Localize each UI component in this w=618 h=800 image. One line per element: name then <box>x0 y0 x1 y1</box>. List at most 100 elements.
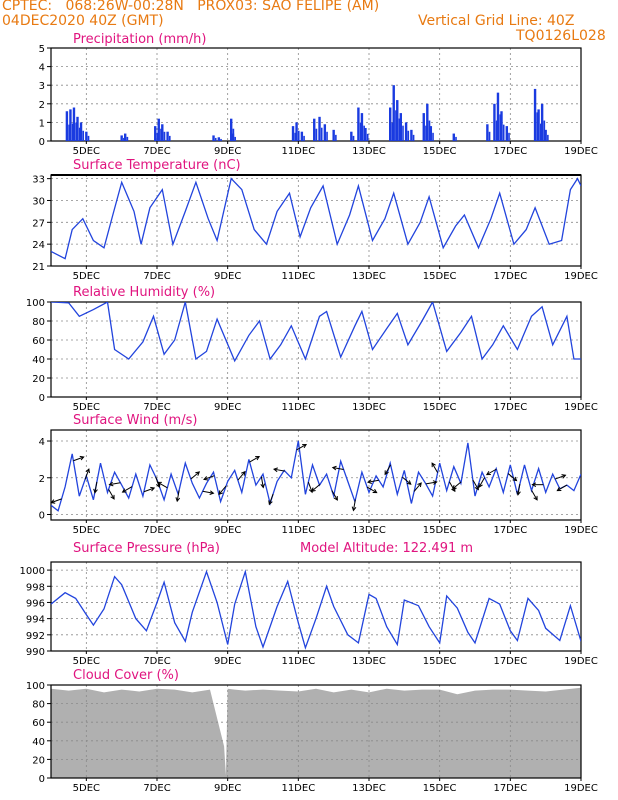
x-tick-label: 7DEC <box>143 146 170 157</box>
panel-title: Surface Wind (m/s) <box>73 413 197 428</box>
x-tick-label: 17DEC <box>493 783 527 794</box>
wind-arrow <box>73 456 84 462</box>
panel-frame <box>50 301 582 398</box>
precip-bar <box>499 114 501 141</box>
header-date: 04DEC2020 40Z (GMT) <box>2 13 164 29</box>
precip-bar <box>455 136 457 141</box>
y-tick-label: 21 <box>32 262 45 273</box>
precip-bar <box>391 122 394 141</box>
wind-arrow <box>448 481 456 492</box>
wind-arrow-head <box>331 465 337 471</box>
precip-bar <box>402 125 404 141</box>
y-tick-label: 2 <box>39 100 45 111</box>
precip-bar <box>123 137 125 141</box>
y-tick-label: 20 <box>32 755 45 766</box>
y-tick-label: 0 <box>39 774 45 785</box>
wind-arrow <box>452 481 462 490</box>
y-tick-label: 27 <box>32 218 45 229</box>
x-tick-label: 17DEC <box>493 271 527 282</box>
x-tick-label: 11DEC <box>281 271 315 282</box>
wind-arrow <box>507 473 517 482</box>
wind-arrow <box>517 483 521 495</box>
header-grid-line: Vertical Grid Line: 40Z <box>418 13 575 29</box>
wind-arrow-head <box>451 485 457 490</box>
precip-bar <box>156 132 159 141</box>
precip-bar <box>495 120 498 141</box>
wind-arrow <box>332 467 344 470</box>
wind-arrow-head <box>485 470 491 476</box>
y-tick-label: 996 <box>26 598 45 609</box>
y-tick-label: 60 <box>32 336 45 347</box>
x-tick-label: 9DEC <box>214 402 241 413</box>
precip-bar <box>297 130 300 141</box>
precip-bar <box>217 137 221 141</box>
wind-arrow-head <box>516 490 521 496</box>
x-tick-label: 17DEC <box>493 402 527 413</box>
precip-bar <box>350 131 353 141</box>
wind-arrow <box>51 498 62 504</box>
precip-bar <box>231 133 235 141</box>
x-tick-label: 11DEC <box>281 525 315 536</box>
x-tick-label: 7DEC <box>143 271 170 282</box>
wind-arrow <box>402 476 412 485</box>
x-tick-label: 11DEC <box>281 146 315 157</box>
wind-arrow <box>190 471 200 480</box>
wind-arrow-head <box>241 470 246 476</box>
x-tick-label: 13DEC <box>352 402 386 413</box>
wind-arrow <box>202 490 214 494</box>
x-tick-label: 17DEC <box>493 146 527 157</box>
wind-arrow <box>273 468 285 472</box>
wind-arrow-head <box>372 488 378 494</box>
wind-arrow-head <box>302 443 308 449</box>
y-tick-label: 4 <box>39 63 45 74</box>
precip-bar <box>65 111 69 141</box>
x-tick-label: 5DEC <box>73 783 100 794</box>
x-tick-label: 9DEC <box>214 146 241 157</box>
wind-arrow <box>157 481 168 489</box>
wind-arrow-head <box>351 506 357 512</box>
wind-arrow <box>108 489 115 500</box>
precip-bar <box>398 118 401 141</box>
precip-bar <box>318 116 321 141</box>
x-tick-label: 15DEC <box>423 402 457 413</box>
precip-bar <box>295 122 298 141</box>
precip-bar <box>335 134 337 141</box>
precip-bar <box>404 122 408 141</box>
wind-arrow <box>237 471 246 481</box>
x-tick-label: 5DEC <box>73 402 100 413</box>
precip-bar <box>366 133 369 141</box>
wind-arrow-head <box>417 482 422 488</box>
precip-bar <box>412 134 415 141</box>
wind-arrow <box>109 482 121 486</box>
wind-arrow <box>425 481 437 485</box>
x-tick-label: 15DEC <box>423 525 457 536</box>
precip-bar <box>82 130 85 141</box>
precip-bar <box>220 138 222 141</box>
precip-bar <box>410 129 413 141</box>
y-tick-label: 994 <box>26 615 45 626</box>
precip-bar <box>422 113 425 141</box>
panel-annotation: Model Altitude: 122.491 m <box>300 541 473 556</box>
y-tick-label: 0 <box>39 393 45 404</box>
wind-arrow <box>249 456 260 463</box>
wind-arrow <box>218 485 227 495</box>
y-tick-label: 20 <box>32 374 45 385</box>
precip-bar <box>313 118 316 141</box>
header-code: TQ0126L028 <box>516 28 606 44</box>
y-tick-label: 30 <box>32 196 45 207</box>
wind-arrow-head <box>561 474 567 479</box>
wind-arrow-head <box>156 482 161 489</box>
precip-bar <box>533 88 537 141</box>
x-tick-label: 9DEC <box>214 783 241 794</box>
x-tick-label: 11DEC <box>281 656 315 667</box>
x-tick-label: 19DEC <box>564 402 598 413</box>
wind-arrow <box>366 486 377 493</box>
y-tick-label: 3 <box>39 81 45 92</box>
precip-bar <box>389 107 392 141</box>
x-tick-label: 9DEC <box>214 525 241 536</box>
precip-bar <box>303 135 305 141</box>
x-tick-label: 13DEC <box>352 271 386 282</box>
panel-frame <box>50 684 582 779</box>
precip-bar <box>425 125 427 141</box>
x-tick-label: 15DEC <box>423 146 457 157</box>
